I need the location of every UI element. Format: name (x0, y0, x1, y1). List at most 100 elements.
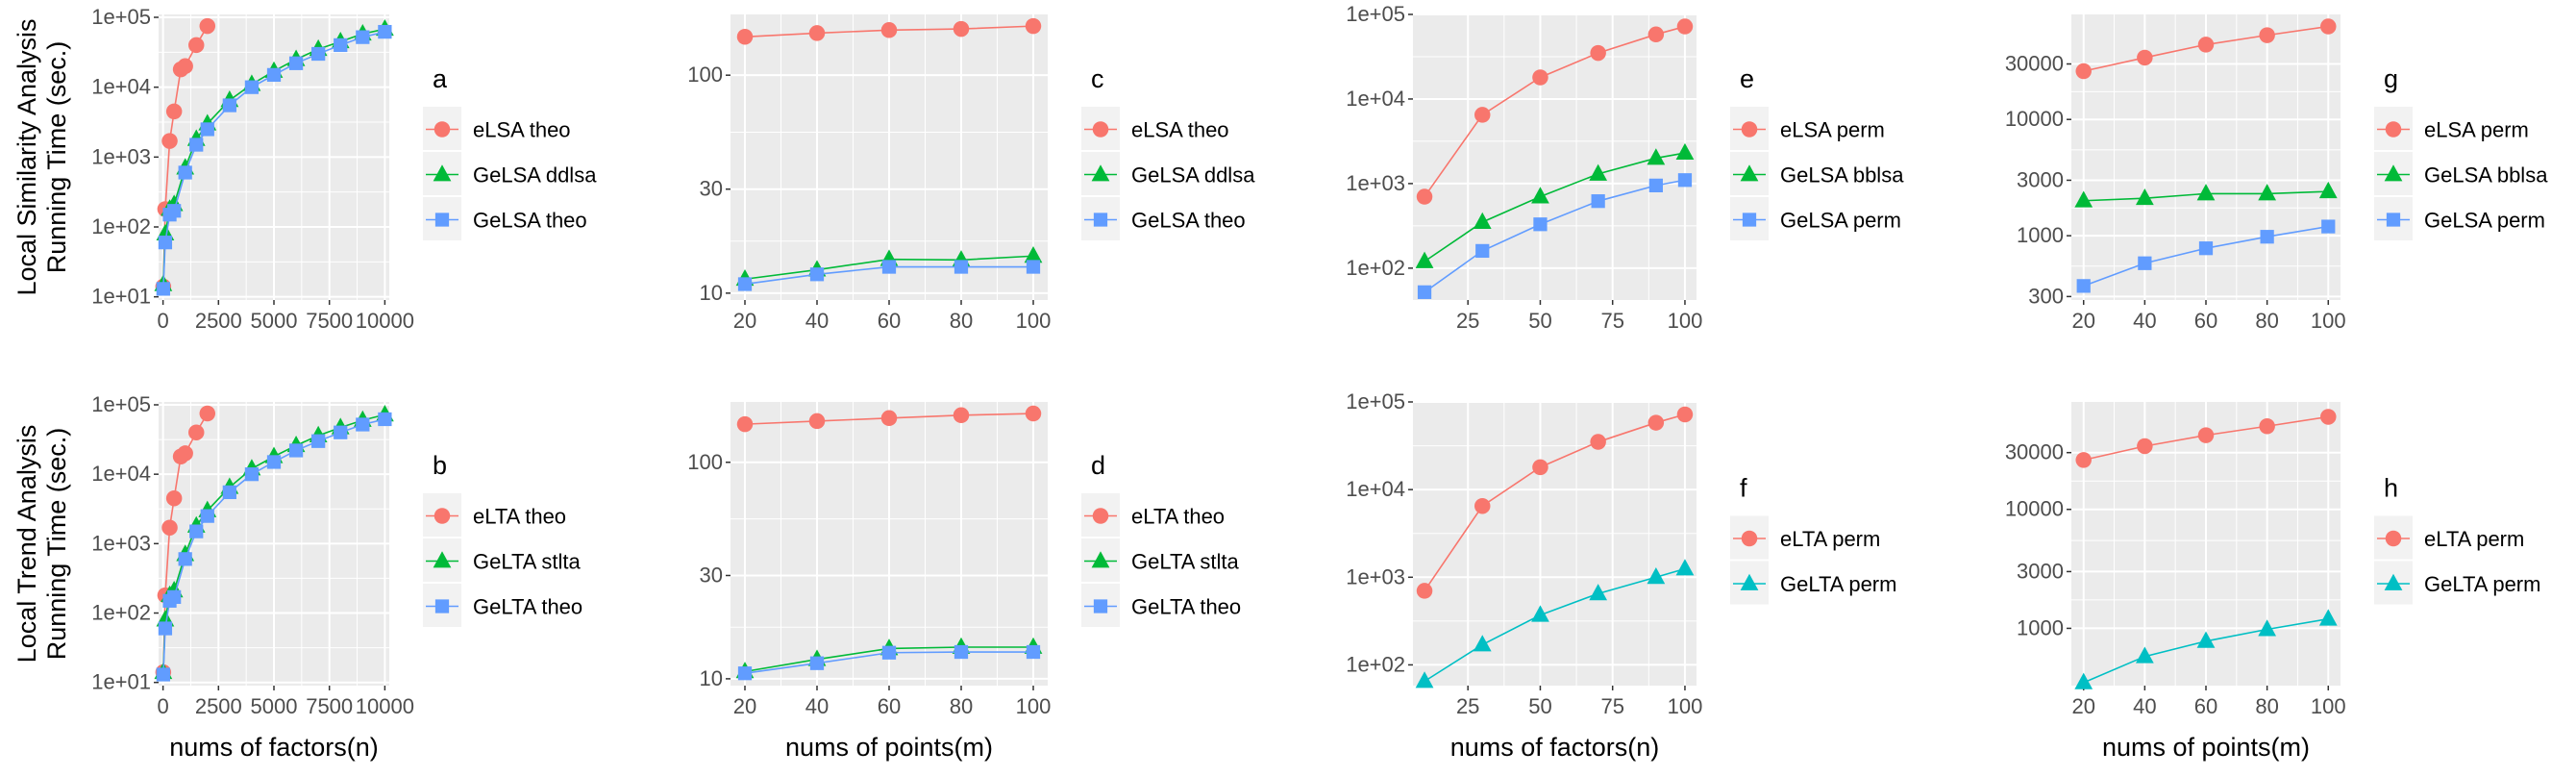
data-point (736, 29, 754, 45)
legend-key-marker (2385, 530, 2402, 547)
x-tick-label: 100 (2311, 309, 2346, 333)
data-point (2318, 181, 2338, 199)
data-point (177, 445, 193, 462)
data-point (2137, 49, 2153, 66)
data-point (2318, 609, 2338, 626)
panel-g: 300 1000 3000 10000 30000 20 40 60 80 100 g eLSA pe… (2005, 14, 2548, 333)
series-gelta-perm (2074, 609, 2338, 689)
series-elsa-perm (2075, 18, 2337, 80)
data-point (334, 38, 348, 53)
y-tick-label: 1e+05 (91, 392, 151, 416)
series-elta-perm (2075, 409, 2337, 468)
x-tick-label: 25 (1456, 309, 1479, 333)
legend-key-marker (1740, 573, 1759, 590)
legend-key-marker (1092, 508, 1109, 524)
panel-label: h (2384, 474, 2398, 503)
x-tick-label: 5000 (251, 694, 298, 718)
panel-label: g (2384, 64, 2398, 93)
data-point (1024, 246, 1043, 263)
data-point (156, 282, 170, 296)
data-point (1675, 142, 1695, 161)
data-point (167, 589, 182, 605)
data-point (953, 20, 970, 38)
data-point (2197, 37, 2215, 53)
y-tick-label: 1e+02 (91, 601, 151, 625)
data-point (266, 67, 282, 83)
legend-key-marker (1091, 551, 1110, 568)
y-tick-label: 1e+03 (1346, 564, 1405, 588)
data-point (1647, 414, 1665, 431)
data-point (266, 455, 282, 469)
y-tick-label: 1e+01 (91, 670, 151, 694)
x-tick-label: 10000 (356, 694, 414, 718)
y-tick-label: 1e+02 (91, 214, 151, 238)
data-point (165, 103, 183, 120)
data-point (1417, 285, 1432, 299)
legend-label: eLSA perm (1780, 118, 1885, 142)
panel-label: f (1740, 474, 1747, 503)
legend-label: GeLTA stlta (1131, 550, 1239, 574)
data-point (1415, 671, 1434, 688)
x-axis-title: nums of factors(n) (1450, 733, 1660, 762)
data-point (167, 204, 182, 218)
data-point (737, 666, 753, 681)
y-tick-label: 100 (687, 450, 723, 474)
legend-key-marker (1092, 121, 1109, 138)
y-tick-label: 30 (700, 563, 723, 587)
data-point (1589, 584, 1608, 601)
legend-label: eLTA perm (2424, 527, 2524, 551)
data-point (736, 415, 754, 433)
legend-label: eLSA theo (1131, 118, 1229, 142)
data-point (187, 37, 205, 54)
y-tick-label: 30 (700, 177, 723, 201)
data-point (334, 425, 348, 439)
y-tick-label: 3000 (2017, 167, 2064, 191)
legend-label: eLTA theo (1131, 505, 1225, 529)
data-point (1589, 163, 1608, 181)
data-point (1473, 635, 1492, 652)
data-point (156, 667, 170, 682)
y-axis-title-line: Running Time (sec.) (42, 41, 71, 274)
data-point (1025, 17, 1042, 35)
series-line (1424, 567, 1686, 683)
legend-key-marker (2385, 121, 2402, 138)
y-tick-label: 1e+05 (1346, 2, 1405, 26)
data-point (1532, 69, 1548, 86)
legend-label: GeLSA perm (1780, 209, 1901, 233)
data-point (1591, 194, 1605, 209)
panel-background (1413, 14, 1697, 300)
legend-key-marker (1742, 213, 1757, 227)
data-point (161, 519, 178, 536)
data-point (356, 30, 370, 44)
y-tick-label: 10000 (2005, 107, 2064, 131)
y-axis-title: Local Trend AnalysisRunning Time (sec.) (12, 425, 71, 663)
series-elsa-theo (736, 17, 1042, 45)
data-point (1474, 497, 1491, 514)
panel-background (1413, 402, 1697, 686)
data-point (2258, 619, 2277, 637)
data-point (189, 524, 204, 538)
x-tick-label: 20 (733, 694, 756, 718)
y-tick-label: 100 (687, 63, 723, 87)
data-point (880, 22, 898, 38)
series-gelsa-bblsa (2074, 181, 2338, 208)
legend-label: GeLSA bblsa (1780, 163, 1904, 188)
x-tick-label: 75 (1600, 309, 1623, 333)
legend-label: eLTA theo (473, 505, 566, 529)
series-gelta-theo (156, 412, 392, 682)
data-point (1416, 583, 1433, 599)
x-tick-label: 100 (1668, 309, 1703, 333)
series-gelsa-theo (156, 24, 392, 296)
data-point (2196, 631, 2216, 648)
data-point (356, 417, 370, 432)
legend-label: GeLSA ddlsa (473, 163, 597, 188)
series-gelta-perm (1415, 559, 1695, 688)
data-point (808, 25, 826, 41)
panel-label: b (433, 451, 447, 480)
legend-key-marker (2384, 573, 2403, 590)
data-point (1025, 405, 1042, 422)
x-tick-label: 10000 (356, 309, 414, 333)
data-point (178, 552, 192, 566)
legend-label: eLSA perm (2424, 118, 2529, 142)
